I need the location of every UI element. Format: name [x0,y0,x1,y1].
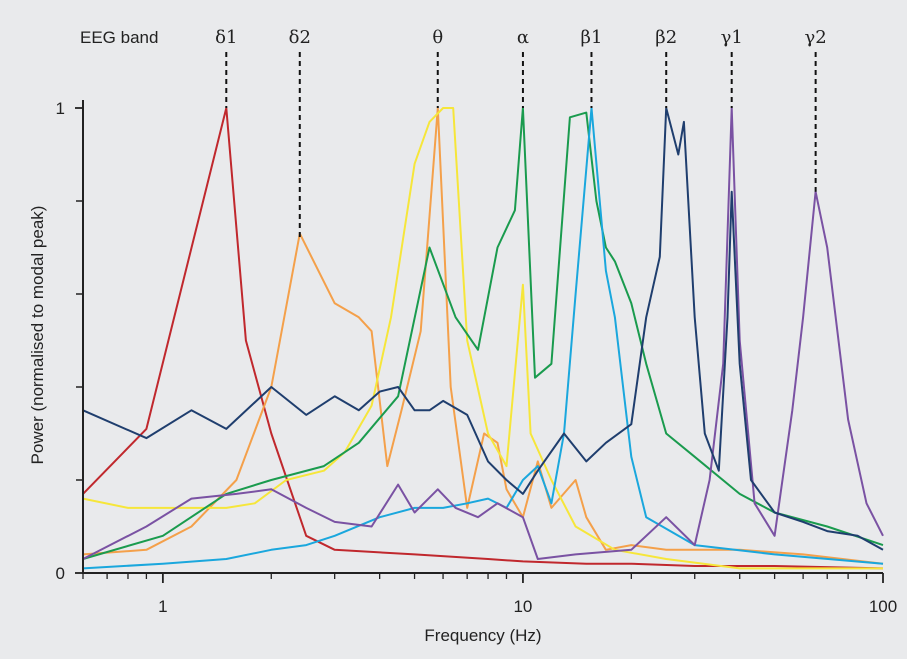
x-tick-label: 100 [869,597,897,616]
series-line [82,107,884,560]
band-label: α [517,27,529,48]
series-line [82,107,884,570]
series-line [82,107,884,565]
series-line [82,107,884,560]
y-tick-label: 1 [56,99,65,118]
y-axis-label: Power (normalised to modal peak) [28,206,47,465]
band-label: δ2 [289,27,311,48]
series-layer [82,107,884,570]
band-label: β2 [655,27,677,48]
series-line [82,107,883,570]
x-tick-label: 1 [158,597,167,616]
axes-layer: 1 10 100 0 1 [56,99,898,616]
band-label: θ [432,27,443,48]
band-label: δ1 [215,27,237,48]
band-label: β1 [581,27,603,48]
band-label: γ2 [805,27,827,48]
y-tick-label: 0 [56,564,65,583]
x-tick-label: 10 [513,597,532,616]
series-line [82,107,884,551]
eeg-band-header: EEG band [80,28,158,47]
x-axis-label: Frequency (Hz) [424,626,541,645]
series-line [82,107,884,570]
band-label: γ1 [721,27,743,48]
band-layer: δ1 δ2 θ α β1 β2 γ1 γ2 [215,27,827,239]
